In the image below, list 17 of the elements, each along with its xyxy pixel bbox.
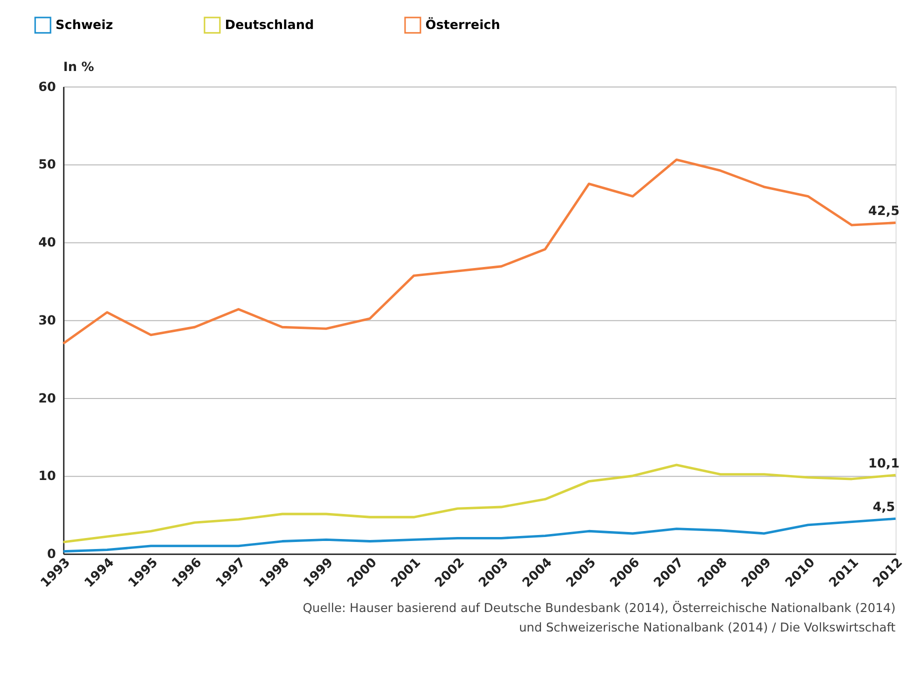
y-tick-label: 10 [38, 468, 56, 484]
y-tick-label: 0 [47, 546, 56, 562]
y-tick-label: 20 [38, 390, 56, 406]
data-label: 4,5 [872, 498, 896, 514]
y-tick-label: 50 [38, 156, 56, 172]
data-label: 42,5 [868, 202, 900, 218]
legend-label: Deutschland [224, 17, 314, 32]
y-tick-label: 30 [38, 312, 56, 328]
text: und Schweizerische Nationalbank (2014) / Die Volkswirtschaft [518, 620, 896, 635]
y-axis-title: In % [63, 58, 94, 74]
data-label: 10,1 [868, 455, 900, 470]
y-tick-label: 60 [38, 78, 56, 94]
legend-label: Österreich [425, 17, 500, 32]
line-series [62, 158, 897, 345]
y-tick-label: 40 [38, 234, 56, 250]
source-note: Quelle: Hauser basierend auf Deutsche Bundesbank (2014), Österreichische Nationalbank (2014) [302, 600, 896, 616]
legend-label: Schweiz [55, 17, 114, 32]
